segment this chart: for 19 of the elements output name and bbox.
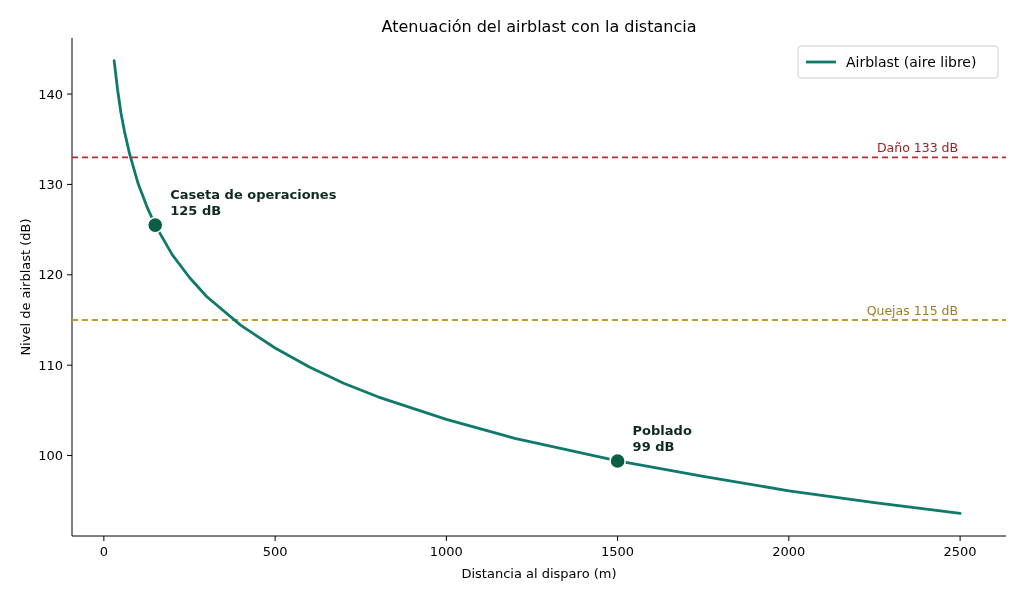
- x-tick-label: 1500: [601, 544, 635, 559]
- y-tick-label: 140: [38, 86, 63, 102]
- chart-title: Atenuación del airblast con la distancia: [381, 17, 697, 36]
- ref-line-label: Daño 133 dB: [876, 140, 959, 156]
- x-tick-label: 0: [99, 544, 108, 559]
- y-tick-label: 130: [38, 176, 63, 192]
- y-axis-title: Nivel de airblast (dB): [18, 218, 33, 356]
- y-tick-label: 110: [38, 357, 63, 373]
- annotation: Poblado 99 dB: [632, 422, 692, 454]
- legend-label: Airblast (aire libre): [846, 54, 977, 70]
- x-axis-title: Distancia al disparo (m): [461, 566, 617, 581]
- x-tick-label: 2000: [772, 544, 806, 559]
- x-tick-label: 500: [262, 544, 288, 559]
- y-tick-label: 100: [38, 448, 63, 464]
- ref-line-label: Quejas 115 dB: [866, 302, 959, 318]
- y-tick-label: 120: [38, 267, 63, 283]
- x-tick-label: 2500: [943, 544, 977, 559]
- x-tick-label: 1000: [429, 544, 463, 559]
- annotation: Caseta de operaciones 125 dB: [170, 187, 337, 219]
